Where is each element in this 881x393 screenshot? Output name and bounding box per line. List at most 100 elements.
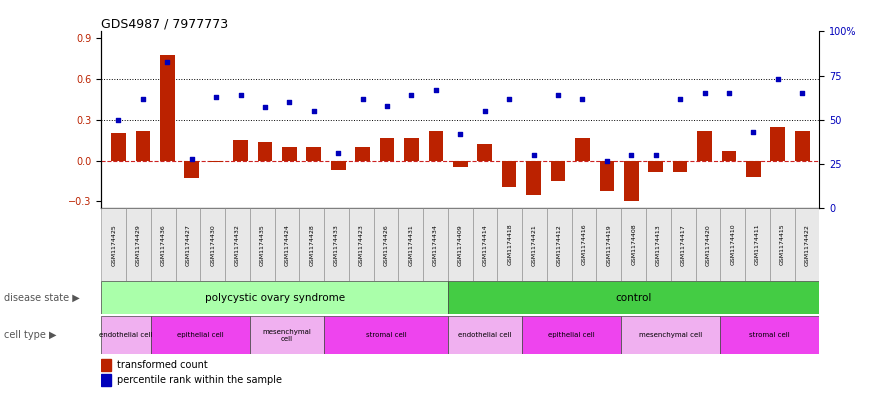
- Bar: [349, 208, 374, 281]
- Bar: [600, 161, 614, 191]
- Bar: [250, 208, 275, 281]
- Text: GSM1174409: GSM1174409: [458, 224, 463, 266]
- Bar: [771, 127, 785, 161]
- Text: GSM1174427: GSM1174427: [186, 224, 190, 266]
- Bar: [101, 281, 448, 314]
- Bar: [621, 316, 721, 354]
- Bar: [428, 131, 443, 161]
- Bar: [646, 208, 670, 281]
- Point: [625, 152, 639, 158]
- Bar: [448, 316, 522, 354]
- Text: endothelial cell: endothelial cell: [100, 332, 152, 338]
- Bar: [160, 55, 174, 161]
- Point: [209, 94, 223, 100]
- Bar: [184, 161, 199, 178]
- Point: [698, 90, 712, 96]
- Bar: [101, 208, 126, 281]
- Bar: [722, 151, 737, 161]
- Text: GDS4987 / 7977773: GDS4987 / 7977773: [101, 17, 228, 30]
- Text: control: control: [616, 293, 652, 303]
- Bar: [795, 131, 810, 161]
- Point: [527, 152, 541, 158]
- Point: [185, 156, 199, 162]
- Bar: [526, 161, 541, 195]
- Point: [600, 157, 614, 163]
- Text: transformed count: transformed count: [116, 360, 208, 370]
- Bar: [126, 208, 151, 281]
- Bar: [551, 161, 566, 181]
- Bar: [101, 316, 151, 354]
- Point: [502, 95, 516, 102]
- Bar: [324, 316, 448, 354]
- Point: [673, 95, 687, 102]
- Point: [551, 92, 565, 98]
- Bar: [770, 208, 795, 281]
- Bar: [498, 208, 522, 281]
- Bar: [111, 134, 126, 161]
- Text: GSM1174412: GSM1174412: [557, 224, 562, 266]
- Point: [160, 58, 174, 64]
- Bar: [209, 161, 224, 162]
- Bar: [448, 281, 819, 314]
- Text: GSM1174430: GSM1174430: [211, 224, 215, 266]
- Text: GSM1174418: GSM1174418: [507, 224, 513, 265]
- Text: GSM1174415: GSM1174415: [780, 224, 785, 265]
- Bar: [300, 208, 324, 281]
- Point: [771, 76, 785, 83]
- Point: [356, 95, 370, 102]
- Text: GSM1174420: GSM1174420: [706, 224, 710, 266]
- Text: GSM1174435: GSM1174435: [260, 224, 265, 266]
- Text: GSM1174423: GSM1174423: [359, 224, 364, 266]
- Point: [258, 104, 272, 111]
- Text: GSM1174417: GSM1174417: [681, 224, 685, 266]
- Bar: [695, 208, 721, 281]
- Text: GSM1174416: GSM1174416: [581, 224, 587, 265]
- Text: epithelial cell: epithelial cell: [177, 332, 224, 338]
- Bar: [648, 161, 663, 172]
- Text: GSM1174413: GSM1174413: [655, 224, 661, 266]
- Text: GSM1174434: GSM1174434: [433, 224, 438, 266]
- Text: percentile rank within the sample: percentile rank within the sample: [116, 375, 282, 385]
- Point: [796, 90, 810, 96]
- Bar: [355, 147, 370, 161]
- Text: GSM1174429: GSM1174429: [136, 224, 141, 266]
- Bar: [478, 144, 492, 161]
- Bar: [721, 316, 819, 354]
- Text: GSM1174422: GSM1174422: [804, 224, 810, 266]
- Text: GSM1174426: GSM1174426: [383, 224, 389, 266]
- Text: GSM1174428: GSM1174428: [309, 224, 315, 266]
- Bar: [380, 138, 395, 161]
- Text: GSM1174419: GSM1174419: [606, 224, 611, 266]
- Bar: [547, 208, 572, 281]
- Bar: [423, 208, 448, 281]
- Text: mesenchymal cell: mesenchymal cell: [639, 332, 702, 338]
- Text: GSM1174411: GSM1174411: [755, 224, 760, 265]
- Point: [331, 151, 345, 157]
- Bar: [331, 161, 345, 170]
- Bar: [596, 208, 621, 281]
- Text: GSM1174410: GSM1174410: [730, 224, 735, 265]
- Text: stromal cell: stromal cell: [750, 332, 790, 338]
- Point: [233, 92, 248, 98]
- Point: [746, 129, 760, 135]
- Bar: [746, 161, 760, 177]
- Bar: [522, 316, 621, 354]
- Bar: [175, 208, 200, 281]
- Bar: [257, 141, 272, 161]
- Text: endothelial cell: endothelial cell: [458, 332, 512, 338]
- Text: GSM1174431: GSM1174431: [408, 224, 413, 266]
- Bar: [745, 208, 770, 281]
- Bar: [282, 147, 297, 161]
- Bar: [398, 208, 423, 281]
- Bar: [575, 138, 589, 161]
- Bar: [670, 208, 695, 281]
- Bar: [101, 359, 111, 371]
- Text: GSM1174436: GSM1174436: [160, 224, 166, 266]
- Point: [404, 92, 418, 98]
- Bar: [404, 138, 418, 161]
- Bar: [200, 208, 226, 281]
- Bar: [572, 208, 596, 281]
- Point: [478, 108, 492, 114]
- Bar: [226, 208, 250, 281]
- Text: polycystic ovary syndrome: polycystic ovary syndrome: [204, 293, 344, 303]
